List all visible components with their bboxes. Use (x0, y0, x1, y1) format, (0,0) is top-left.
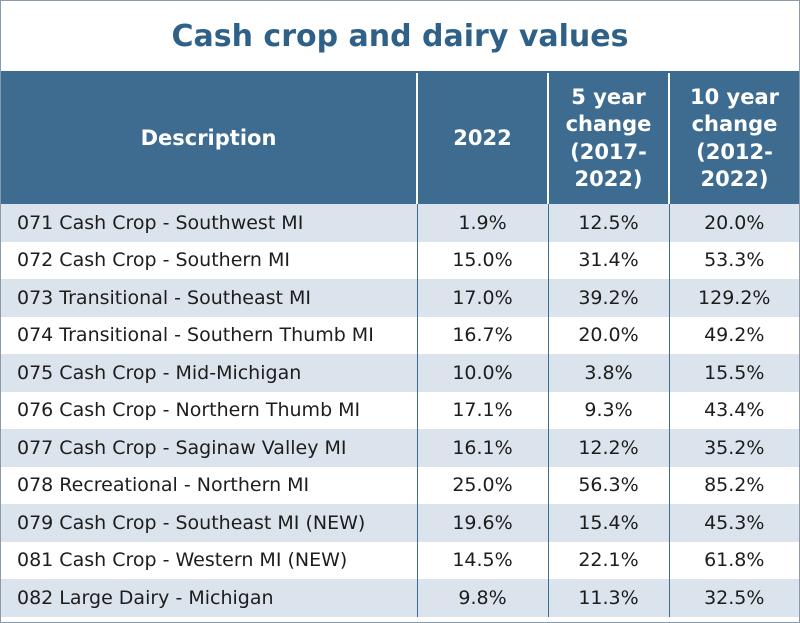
table-cell: 17.0% (416, 279, 548, 317)
table-cell: 9.3% (547, 391, 669, 429)
table-cell: 14.5% (416, 541, 548, 579)
table-row: 075 Cash Crop - Mid-Michigan 10.0% 3.8% 15.… (1, 354, 799, 392)
table-cell: 15.4% (547, 504, 669, 542)
table-cell: 1.9% (416, 204, 548, 242)
table-cell: 19.6% (416, 504, 548, 542)
row-label: 072 Cash Crop - Southern MI (1, 241, 417, 279)
table-cell: 43.4% (668, 391, 799, 429)
table-cell: 25.0% (416, 466, 548, 504)
column-header: Description (1, 73, 417, 204)
table-cell: 11.3% (547, 579, 669, 617)
table-cell: 32.5% (668, 579, 799, 617)
table-cell: 85.2% (668, 466, 799, 504)
row-label: 077 Cash Crop - Saginaw Valley MI (1, 429, 417, 467)
column-header: 5 year change (2017-2022) (547, 73, 669, 204)
table-row: 074 Transitional - Southern Thumb MI 16.7… (1, 316, 799, 354)
table-row: 081 Cash Crop - Western MI (NEW) 14.5% 22.… (1, 541, 799, 579)
row-label: 075 Cash Crop - Mid-Michigan (1, 354, 417, 392)
table-cell: 35.2% (668, 429, 799, 467)
table-body: 071 Cash Crop - Southwest MI 1.9% 12.5% 20.… (1, 204, 799, 617)
table-cell: 20.0% (668, 204, 799, 242)
table-row: 082 Large Dairy - Michigan 9.8% 11.3% 32.5% (1, 579, 799, 617)
table-cell: 17.1% (416, 391, 548, 429)
table-cell: 15.5% (668, 354, 799, 392)
table-row: 077 Cash Crop - Saginaw Valley MI 16.1% 12… (1, 429, 799, 467)
table-cell: 45.3% (668, 504, 799, 542)
row-label: 079 Cash Crop - Southeast MI (NEW) (1, 504, 417, 542)
row-label: 081 Cash Crop - Western MI (NEW) (1, 541, 417, 579)
table-cell: 129.2% (668, 279, 799, 317)
table-cell: 20.0% (547, 316, 669, 354)
data-table: Description 2022 5 year change (2017-2022)… (1, 73, 799, 617)
row-label: 078 Recreational - Northern MI (1, 466, 417, 504)
table-cell: 61.8% (668, 541, 799, 579)
row-label: 082 Large Dairy - Michigan (1, 579, 417, 617)
table-cell: 15.0% (416, 241, 548, 279)
table-cell: 56.3% (547, 466, 669, 504)
row-label: 076 Cash Crop - Northern Thumb MI (1, 391, 417, 429)
table-row: 078 Recreational - Northern MI 25.0% 56.3%… (1, 466, 799, 504)
table-row: 073 Transitional - Southeast MI 17.0% 39.2… (1, 279, 799, 317)
table-cell: 39.2% (547, 279, 669, 317)
table-cell: 49.2% (668, 316, 799, 354)
table-row: 076 Cash Crop - Northern Thumb MI 17.1% 9.… (1, 391, 799, 429)
table-cell: 31.4% (547, 241, 669, 279)
table-cell: 16.1% (416, 429, 548, 467)
table-cell: 16.7% (416, 316, 548, 354)
table-cell: 22.1% (547, 541, 669, 579)
table-cell: 10.0% (416, 354, 548, 392)
column-header: 2022 (416, 73, 548, 204)
header-row: Description 2022 5 year change (2017-2022)… (1, 73, 799, 204)
table-cell: 3.8% (547, 354, 669, 392)
row-label: 074 Transitional - Southern Thumb MI (1, 316, 417, 354)
table-cell: 12.2% (547, 429, 669, 467)
table-row: 071 Cash Crop - Southwest MI 1.9% 12.5% 20.… (1, 204, 799, 242)
table-cell: 9.8% (416, 579, 548, 617)
table-row: 072 Cash Crop - Southern MI 15.0% 31.4% 53.… (1, 241, 799, 279)
table-title: Cash crop and dairy values (1, 1, 799, 73)
table-cell: 53.3% (668, 241, 799, 279)
column-header: 10 year change (2012-2022) (668, 73, 799, 204)
table-cell: 12.5% (547, 204, 669, 242)
table-row: 079 Cash Crop - Southeast MI (NEW) 19.6% 1… (1, 504, 799, 542)
row-label: 073 Transitional - Southeast MI (1, 279, 417, 317)
row-label: 071 Cash Crop - Southwest MI (1, 204, 417, 242)
